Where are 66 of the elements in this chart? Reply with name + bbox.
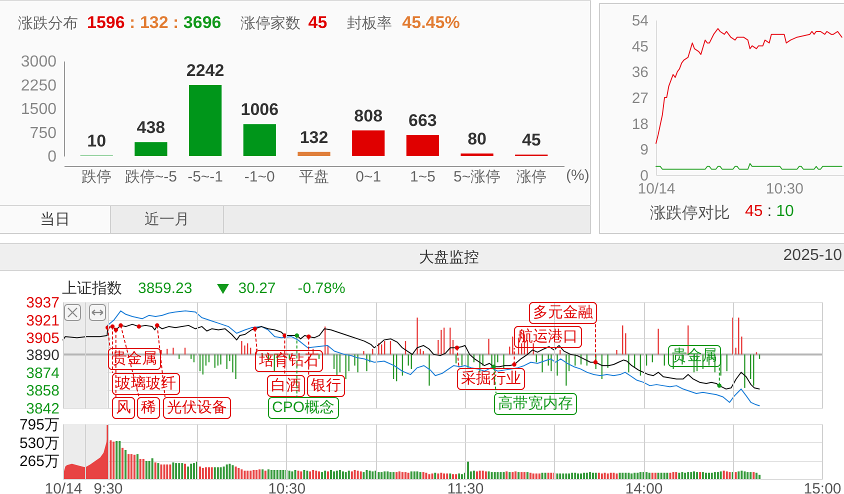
data-label: 438 <box>136 118 166 138</box>
chart-title: 大盘监控 <box>419 248 479 267</box>
y-tick-label: 3842 <box>26 400 60 418</box>
y-tick-label: 54 <box>632 12 648 30</box>
x-tick-label: 10:30 <box>766 180 804 198</box>
y-tick-label: 3874 <box>26 364 60 382</box>
annotation: 白酒 <box>267 375 305 397</box>
data-label: 2242 <box>186 61 224 80</box>
x-tick-label: 5~涨停 <box>453 168 501 186</box>
text: 封板率 <box>347 14 392 33</box>
x-tick-label: 跌停~-5 <box>124 168 178 186</box>
y-tick-label: 9 <box>640 142 648 159</box>
y-tick-label: 27 <box>632 90 648 107</box>
x-tick-label: 15:00 <box>804 480 842 494</box>
x-tick-label: 1~5 <box>410 168 436 186</box>
text: -0.78% <box>298 280 346 297</box>
text: 涨停家数 <box>240 14 300 33</box>
data-label: 132 <box>300 128 328 147</box>
x-tick-label: -5~-1 <box>188 168 224 186</box>
text: 45.45% <box>402 13 460 33</box>
y-tick-label: 750 <box>30 124 57 142</box>
y-tick-label: 3000 <box>20 54 57 70</box>
annotation: 风 <box>112 397 135 419</box>
text: 涨跌停对比 <box>650 204 730 224</box>
annotation: CPO概念 <box>268 397 339 419</box>
y-tick-label: 36 <box>632 64 648 82</box>
x-tick-label: 平盘 <box>299 168 329 186</box>
annotation: 稀 <box>137 397 160 419</box>
text: 2025-10 <box>783 247 842 265</box>
annotation: 高带宽内存 <box>494 393 577 415</box>
text: 45 <box>308 13 328 33</box>
text: 30.27 <box>238 280 276 297</box>
data-label: 663 <box>408 111 437 130</box>
data-label: 10 <box>87 132 106 151</box>
y-tick-label: 1500 <box>20 101 57 118</box>
y-tick-label: 2250 <box>20 77 57 94</box>
annotation: 银行 <box>307 375 345 397</box>
data-label: 80 <box>468 129 487 148</box>
x-tick-label: 跌停 <box>82 168 112 186</box>
annotation: 多元金融 <box>529 302 597 324</box>
y-tick-label: 3937 <box>26 294 60 312</box>
data-label: 45 <box>522 130 541 150</box>
x-tick-label: 0~1 <box>356 168 382 186</box>
annotation: 航运港口 <box>514 326 582 348</box>
annotation: 玻璃玻纤 <box>112 373 180 395</box>
data-label: 808 <box>354 106 383 126</box>
y-tick-label: 3858 <box>26 382 60 400</box>
text: 45 : 10 <box>745 203 794 220</box>
annotation: 光伏设备 <box>163 397 231 419</box>
y-tick-label: 0 <box>48 148 57 166</box>
text: 3859.23 <box>138 280 192 297</box>
x-tick-label: -1~0 <box>244 168 275 186</box>
y-tick-label: 45 <box>632 38 648 56</box>
chart-subtitle: 上证指数 <box>62 279 122 298</box>
y-tick-label: 18 <box>632 116 648 133</box>
chart-title: 涨跌分布 <box>18 14 78 33</box>
text: 1596 : 132 : 3696 <box>87 13 222 32</box>
x-axis-title: (%) <box>566 167 590 184</box>
annotation: 采掘行业 <box>457 368 525 390</box>
y-tick-label: 3921 <box>26 312 60 330</box>
tab: 当日 <box>0 206 111 233</box>
x-tick-label: 涨停 <box>516 168 546 186</box>
data-label: 1006 <box>240 100 279 120</box>
y-tick-label: 3890 <box>26 346 60 364</box>
y-tick-label: 3905 <box>26 330 60 348</box>
x-tick-label: 14:00 <box>625 480 663 494</box>
